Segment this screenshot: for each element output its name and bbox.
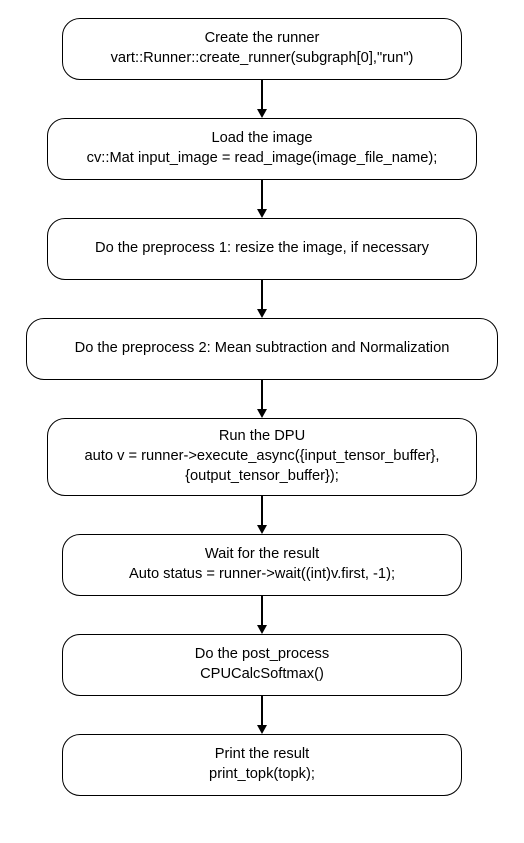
flow-arrow <box>257 180 267 218</box>
arrow-head-icon <box>257 209 267 218</box>
arrow-head-icon <box>257 525 267 534</box>
node-text-line: Load the image <box>64 129 460 149</box>
flow-node-n4: Run the DPUauto v = runner->execute_asyn… <box>47 418 477 496</box>
node-text-line: Create the runner <box>79 29 445 49</box>
node-text-line: Do the preprocess 2: Mean subtraction an… <box>43 339 481 359</box>
arrow-head-icon <box>257 309 267 318</box>
flow-node-n0: Create the runnervart::Runner::create_ru… <box>62 18 462 80</box>
node-text-line: cv::Mat input_image = read_image(image_f… <box>64 149 460 169</box>
flow-node-n3: Do the preprocess 2: Mean subtraction an… <box>26 318 498 380</box>
node-text-line: print_topk(topk); <box>79 765 445 785</box>
flow-node-n2: Do the preprocess 1: resize the image, i… <box>47 218 477 280</box>
flow-node-n6: Do the post_processCPUCalcSoftmax() <box>62 634 462 696</box>
flow-arrow <box>257 80 267 118</box>
flow-arrow <box>257 380 267 418</box>
node-text-line: Wait for the result <box>79 545 445 565</box>
node-text-line: Run the DPU <box>64 427 460 447</box>
node-text-line: Do the preprocess 1: resize the image, i… <box>64 239 460 259</box>
node-text-line: auto v = runner->execute_async({input_te… <box>64 447 460 467</box>
arrow-shaft <box>261 80 263 110</box>
arrow-shaft <box>261 180 263 210</box>
flow-arrow <box>257 596 267 634</box>
arrow-shaft <box>261 380 263 410</box>
flow-node-n5: Wait for the resultAuto status = runner-… <box>62 534 462 596</box>
flow-arrow <box>257 280 267 318</box>
arrow-head-icon <box>257 109 267 118</box>
flow-arrow <box>257 496 267 534</box>
node-text-line: Auto status = runner->wait((int)v.first,… <box>79 565 445 585</box>
arrow-head-icon <box>257 625 267 634</box>
arrow-shaft <box>261 280 263 310</box>
node-text-line: Print the result <box>79 745 445 765</box>
arrow-head-icon <box>257 725 267 734</box>
flow-arrow <box>257 696 267 734</box>
node-text-line: {output_tensor_buffer}); <box>64 467 460 487</box>
arrow-shaft <box>261 596 263 626</box>
flow-node-n1: Load the imagecv::Mat input_image = read… <box>47 118 477 180</box>
node-text-line: vart::Runner::create_runner(subgraph[0],… <box>79 49 445 69</box>
flowchart-container: Create the runnervart::Runner::create_ru… <box>0 0 524 796</box>
node-text-line: Do the post_process <box>79 645 445 665</box>
node-text-line: CPUCalcSoftmax() <box>79 665 445 685</box>
arrow-shaft <box>261 696 263 726</box>
arrow-shaft <box>261 496 263 526</box>
flow-node-n7: Print the resultprint_topk(topk); <box>62 734 462 796</box>
arrow-head-icon <box>257 409 267 418</box>
